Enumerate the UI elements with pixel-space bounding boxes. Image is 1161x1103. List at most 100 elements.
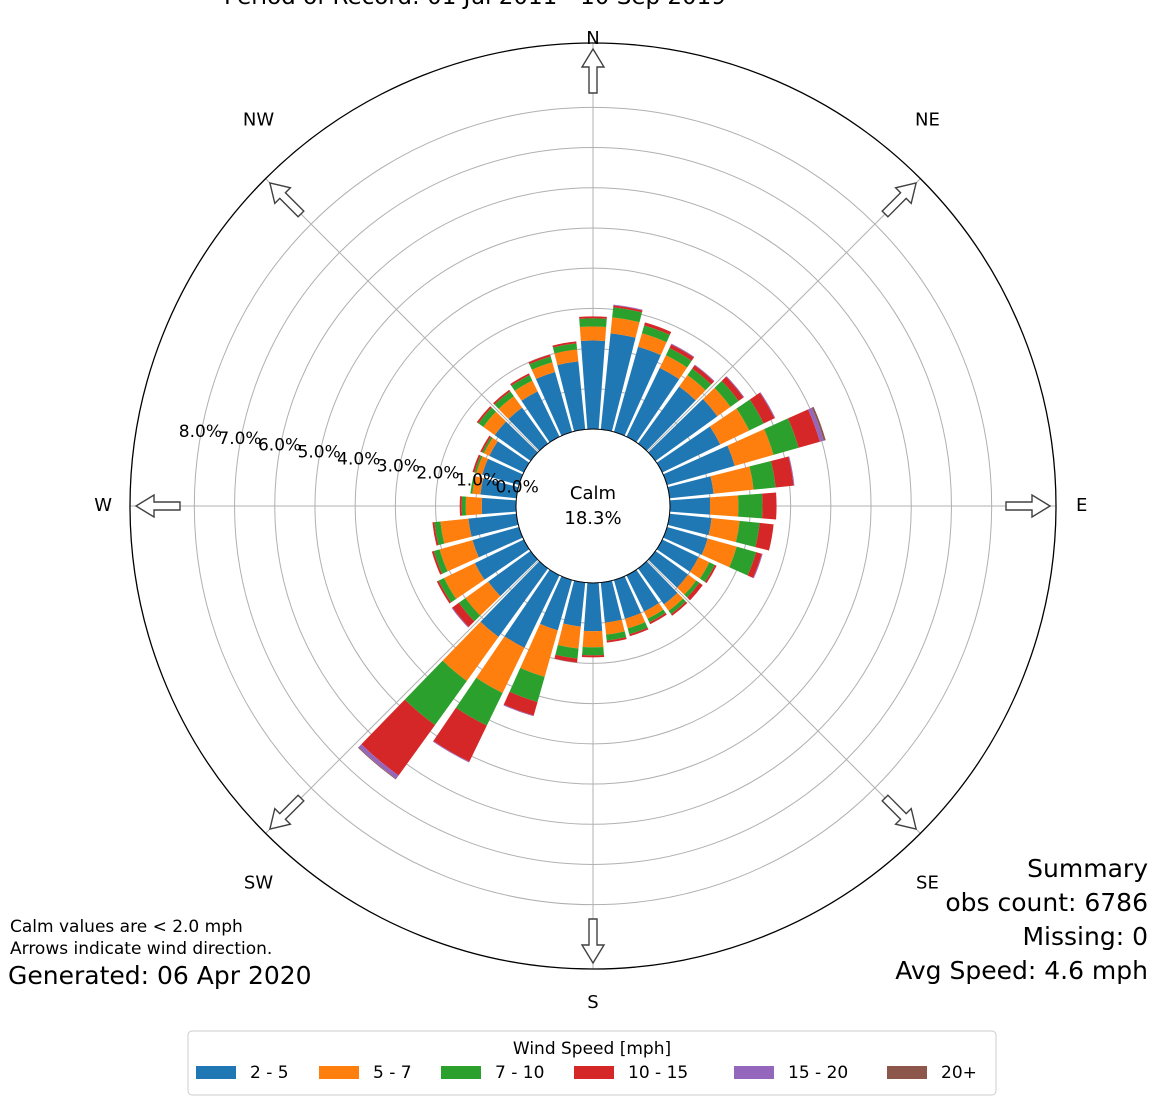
wind-bar-segment <box>582 630 604 648</box>
ring-label: 7.0% <box>218 429 261 449</box>
wind-bar-segment <box>708 518 740 543</box>
wind-bar-segment <box>483 411 507 436</box>
wind-bar-segment <box>439 540 479 572</box>
wind-bar-segment <box>433 707 487 762</box>
wind-bar-segment <box>649 612 667 625</box>
direction-arrow <box>268 181 305 218</box>
direction-label: SW <box>244 872 273 893</box>
ring-label: 8.0% <box>179 422 222 442</box>
calm-circle <box>515 428 671 584</box>
direction-arrow <box>580 918 606 965</box>
summary-heading: Summary <box>1027 854 1148 883</box>
ring-label: 2.0% <box>416 464 459 484</box>
wind-bar-segment <box>610 317 640 338</box>
wind-bar-segment <box>656 539 699 572</box>
wind-bar-segment <box>670 601 688 616</box>
wind-bar-segment <box>582 646 604 656</box>
summary-missing: Missing: 0 <box>1022 922 1148 951</box>
wind-bar-segment <box>667 476 714 499</box>
wind-bar-segment <box>604 619 625 635</box>
legend-swatch <box>319 1066 359 1079</box>
wind-bar-segment <box>358 744 399 779</box>
wind-bar-segment <box>529 356 553 370</box>
wind-bar-segment <box>357 747 397 780</box>
wind-bar-segment <box>493 389 511 405</box>
wind-bar-segment <box>710 466 754 494</box>
wind-bar-segment <box>552 341 577 348</box>
ring-label: 1.0% <box>456 471 499 491</box>
wind-bar-segment <box>472 476 484 495</box>
wind-bar-segment <box>629 627 649 637</box>
wind-bar-segment <box>540 576 573 631</box>
wind-bar-segment <box>669 497 711 515</box>
wind-bar-segment <box>787 409 820 448</box>
wind-bar-segment <box>687 582 703 601</box>
wind-bar-segment <box>704 564 717 584</box>
direction-arrows <box>134 47 1052 965</box>
wind-bar-segment <box>699 562 715 583</box>
wind-bar-segment <box>667 513 712 536</box>
wind-bar-segment <box>459 496 463 516</box>
legend-swatch <box>196 1066 236 1079</box>
wind-bar-segment <box>770 456 794 488</box>
wind-bar-segment <box>663 445 735 486</box>
direction-label: N <box>586 28 599 49</box>
wind-bar-segment <box>455 677 503 726</box>
direction-arrow <box>881 181 918 218</box>
wind-bar-segment <box>679 375 706 401</box>
wind-bar-segment <box>521 391 560 443</box>
wind-bar-segment <box>438 578 457 603</box>
summary-avg-speed: Avg Speed: 4.6 mph <box>895 956 1148 985</box>
direction-label: SE <box>916 872 939 893</box>
wind-bar-segment <box>552 343 578 354</box>
wind-bar-segment <box>689 557 710 579</box>
wind-bar-segment <box>452 602 475 627</box>
wind-bar-segment <box>504 569 560 648</box>
wind-bar-segment <box>483 437 498 456</box>
wind-bar-segment <box>736 399 764 431</box>
wind-bar-segment <box>531 362 556 379</box>
wind-bar-segment <box>404 660 467 725</box>
wind-bar-segment <box>554 349 579 366</box>
legend-items: 2 - 5 5 - 7 7 - 10 10 - 15 15 - 20 20+ <box>196 1063 977 1083</box>
wind-bar-segment <box>476 406 492 424</box>
wind-bar-segment <box>694 364 715 382</box>
wind-bar-segment <box>436 580 452 604</box>
wind-bar-segment <box>442 621 499 681</box>
wind-bar-segment <box>511 375 533 391</box>
wind-bar-segment <box>509 667 545 702</box>
wind-bar-segment <box>647 609 666 623</box>
wind-bar-segment <box>476 456 488 475</box>
wind-bar-segment <box>580 340 606 430</box>
wind-bar-segment <box>721 376 744 401</box>
wind-bar-segment <box>482 436 493 454</box>
wind-bar-segment <box>579 318 607 327</box>
wind-bar-segment <box>764 418 799 455</box>
wind-bar-segment <box>677 574 697 595</box>
chart-title: Period of Record: 01 Jul 2011 - 10 Sep 2… <box>224 0 726 10</box>
wind-bar-segment <box>663 526 708 555</box>
wind-bar-segment <box>444 563 485 600</box>
wind-bar-segment <box>759 392 776 419</box>
legend-title: Wind Speed [mph] <box>513 1039 671 1059</box>
wind-bar-segment <box>701 538 737 568</box>
ring-labels: 0.0%1.0%2.0%3.0%4.0%5.0%6.0%7.0%8.0% <box>179 422 539 498</box>
wind-bar-segment <box>648 399 718 461</box>
wind-bar-segment <box>638 386 696 451</box>
direction-label: NW <box>243 110 274 131</box>
wind-bar-segment <box>656 426 721 473</box>
wind-bar-segment <box>600 580 622 623</box>
wind-bar-segment <box>458 598 481 622</box>
wind-bar-segment <box>432 740 470 763</box>
wind-bar-segment <box>563 580 586 627</box>
calm-circle-group: Calm 18.3% <box>515 428 671 584</box>
ring-label: 5.0% <box>298 443 341 463</box>
wind-bar-segment <box>432 522 439 546</box>
legend-swatch <box>441 1066 481 1079</box>
legend-label: 7 - 10 <box>495 1063 544 1083</box>
calm-label: Calm <box>570 483 616 504</box>
wind-bar-segment <box>663 592 684 611</box>
wind-bar-segment <box>431 551 443 575</box>
wind-bar-segment <box>606 637 627 643</box>
